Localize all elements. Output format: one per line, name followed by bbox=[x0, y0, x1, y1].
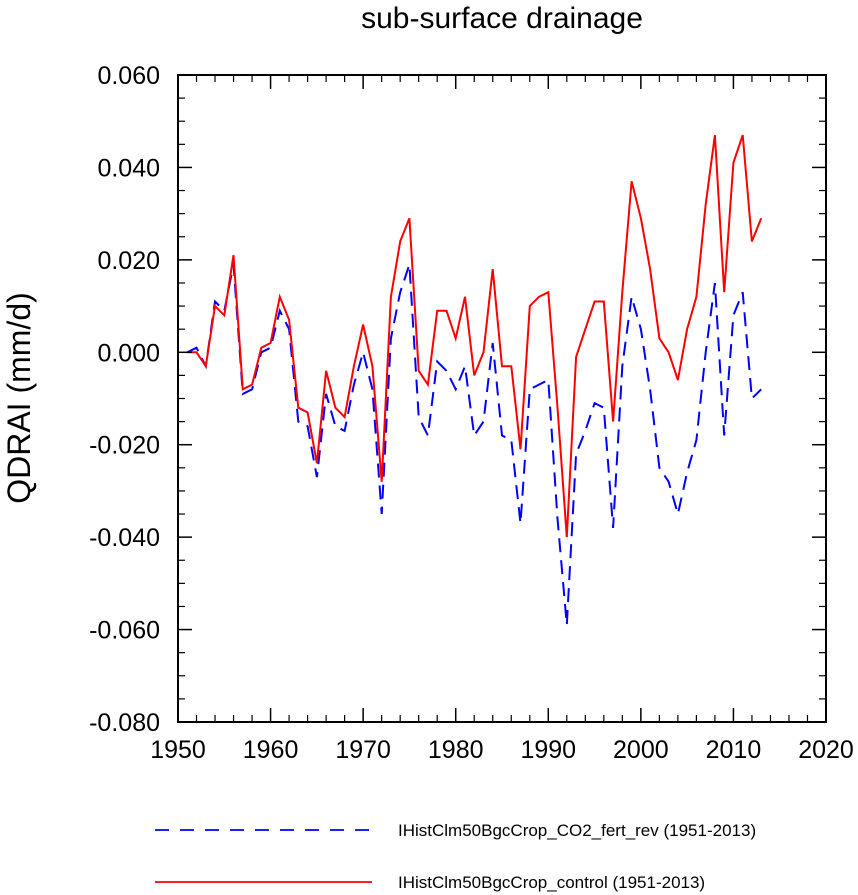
plot-frame bbox=[177, 74, 827, 723]
x-tick-label: 1990 bbox=[520, 736, 576, 764]
legend: IHistClm50BgcCrop_CO2_fert_rev (1951-201… bbox=[155, 821, 756, 892]
y-axis-label: QDRAI (mm/d) bbox=[1, 292, 37, 504]
series-line-1 bbox=[186, 264, 762, 626]
y-tick-label: -0.060 bbox=[89, 617, 160, 645]
x-tick-label: 1950 bbox=[150, 736, 206, 764]
series-line-2 bbox=[187, 134, 763, 538]
y-tick-label: 0.000 bbox=[97, 339, 160, 367]
x-tick-label: 1960 bbox=[243, 736, 299, 764]
legend-label-2: IHistClm50BgcCrop_control (1951-2013) bbox=[398, 873, 705, 892]
x-tick-label: 2010 bbox=[706, 736, 762, 764]
x-tick-label: 1980 bbox=[428, 736, 484, 764]
y-tick-label: -0.040 bbox=[89, 524, 160, 552]
chart-title: sub-surface drainage bbox=[361, 2, 643, 35]
y-tick-label: 0.060 bbox=[97, 62, 160, 90]
x-tick-label: 2000 bbox=[613, 736, 669, 764]
y-tick-label: -0.080 bbox=[89, 709, 160, 737]
series-layer bbox=[186, 134, 763, 626]
y-tick-label: 0.040 bbox=[97, 154, 160, 182]
x-tick-label: 1970 bbox=[335, 736, 391, 764]
ticks-layer: 1950 1960 1970 1980 1990 2000 2010 2020 -0.080 -0… bbox=[89, 62, 854, 764]
legend-label-1: IHistClm50BgcCrop_CO2_fert_rev (1951-201… bbox=[398, 821, 756, 840]
y-tick-label: 0.020 bbox=[97, 247, 160, 275]
x-tick-label: 2020 bbox=[798, 736, 854, 764]
y-tick-label: -0.020 bbox=[89, 432, 160, 460]
